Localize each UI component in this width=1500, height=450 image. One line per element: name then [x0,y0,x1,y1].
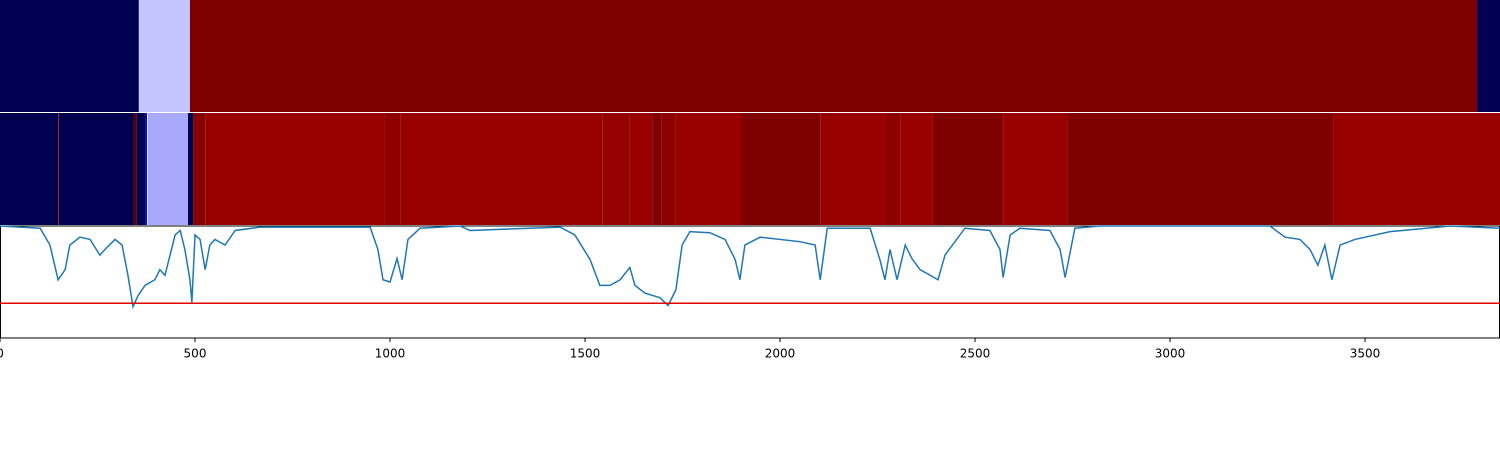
segment [193,113,206,225]
segment [602,113,630,225]
x-tick-label: 2000 [765,347,796,361]
x-tick-label: 500 [184,347,207,361]
segment [884,113,901,225]
segment [1333,113,1500,225]
segment [652,113,662,225]
x-tick-label: 3000 [1155,347,1186,361]
segment [661,113,676,225]
segment [136,113,146,225]
segment [932,113,1004,225]
segment [147,113,148,225]
segment [205,113,385,225]
segment [675,113,742,225]
x-tick-label: 3500 [1350,347,1381,361]
segment [58,113,59,225]
segment [187,113,194,225]
x-tick-label: 2500 [960,347,991,361]
x-tick-label: 0 [0,347,4,361]
segment [741,113,821,225]
segment [400,113,603,225]
segment [189,0,1477,112]
segment [384,113,401,225]
segment [132,113,137,225]
segment [147,113,188,225]
segment [145,113,148,225]
x-tick-label: 1000 [375,347,406,361]
data-line [0,225,1500,310]
segment [0,0,139,112]
segment [138,0,190,112]
segment [0,113,59,225]
segment [1067,113,1334,225]
segment [629,113,653,225]
x-tick-label: 1500 [570,347,601,361]
segment [820,113,885,225]
segment [1003,113,1068,225]
segment [1476,0,1500,112]
segment [58,113,133,225]
segment [900,113,933,225]
